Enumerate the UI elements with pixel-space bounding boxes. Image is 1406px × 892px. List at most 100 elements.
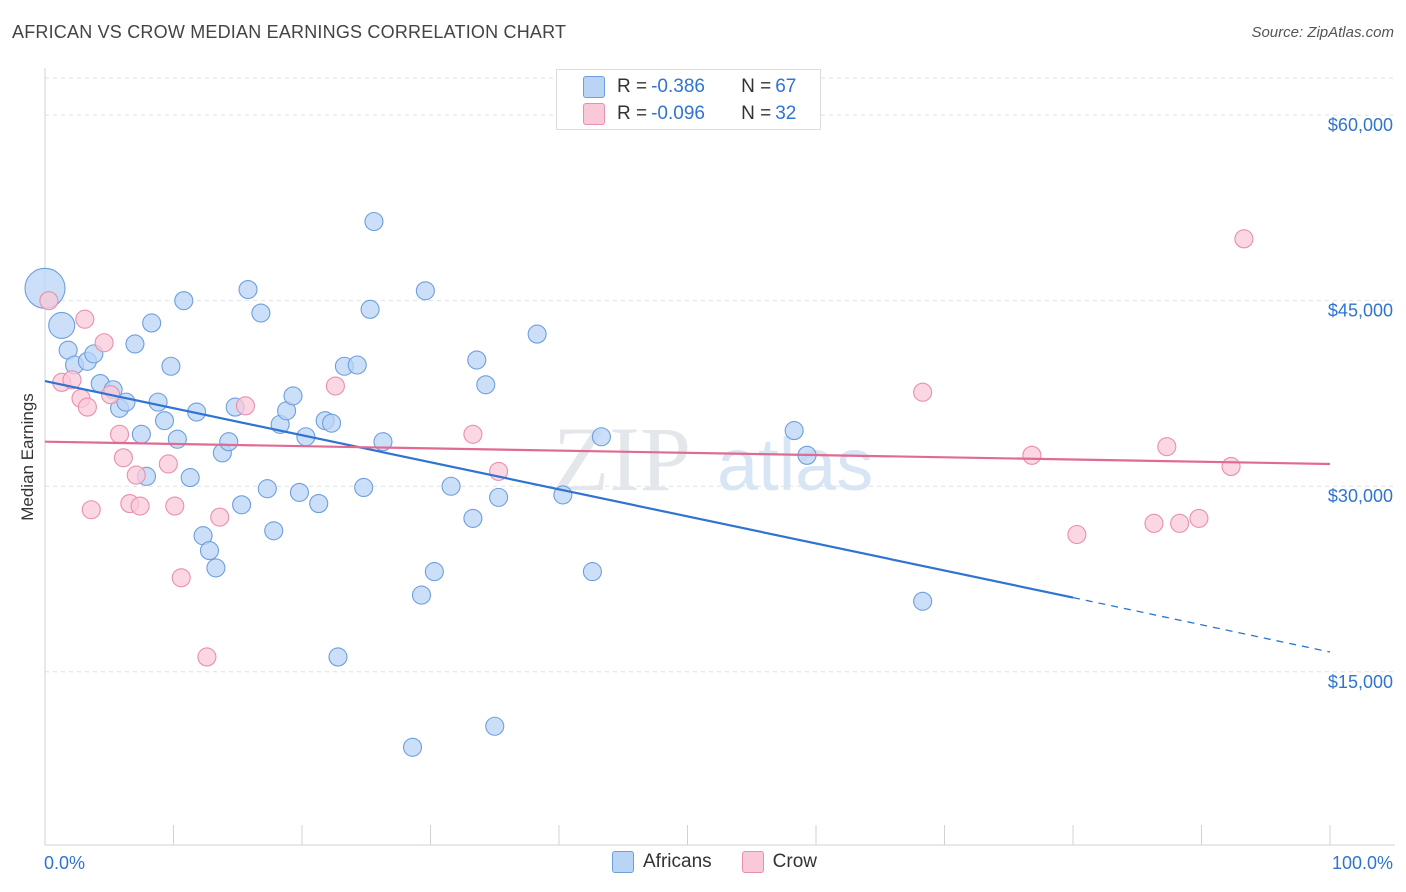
series-legend: Africans Crow	[612, 851, 817, 873]
african-point	[180, 468, 200, 488]
african-point	[415, 281, 435, 301]
african-point	[913, 591, 933, 611]
african-point	[402, 737, 423, 757]
watermark-zip: ZIP	[553, 408, 691, 510]
crow-point	[210, 507, 230, 527]
axis-layer: $15,000 $30,000 $45,000 $60,000 0.0% 100.0%	[44, 68, 1395, 873]
crow-point	[197, 647, 217, 667]
african-point	[784, 421, 804, 441]
y-tick-label: $60,000	[1328, 115, 1393, 135]
crow-point	[77, 397, 97, 417]
african-point	[131, 424, 151, 444]
legend-r-label: R =	[617, 103, 648, 124]
african-point	[206, 558, 226, 578]
crow-point	[113, 448, 133, 468]
african-point	[354, 477, 374, 498]
african-point	[489, 487, 509, 507]
x-tick-label: 0.0%	[44, 853, 85, 873]
crow-point	[158, 454, 178, 474]
legend-row-crow: R = -0.096 N = 32	[583, 103, 796, 125]
african-point	[154, 411, 175, 431]
african-point	[309, 494, 329, 514]
crow-point	[171, 568, 191, 588]
african-point	[161, 356, 181, 376]
african-point	[238, 279, 258, 300]
african-point	[364, 211, 384, 232]
african-point	[467, 350, 487, 370]
african-point	[485, 716, 505, 736]
crow-point	[75, 309, 95, 329]
african-point	[527, 324, 547, 344]
africans-swatch	[583, 76, 605, 98]
grid-layer	[45, 77, 1395, 673]
crow-point	[126, 465, 146, 485]
african-point	[347, 355, 367, 375]
y-tick-label: $15,000	[1328, 672, 1393, 692]
crow-point	[1221, 456, 1241, 476]
african-point	[251, 303, 271, 323]
african-point	[264, 521, 284, 541]
legend-item-africans[interactable]: Africans	[612, 851, 712, 873]
y-tick-label: $45,000	[1328, 301, 1393, 321]
african-point	[174, 291, 194, 311]
crow-point	[1022, 445, 1042, 465]
african-point	[360, 299, 380, 319]
crow-point	[1144, 513, 1164, 533]
african-point	[591, 427, 611, 447]
african-point	[424, 562, 444, 582]
crow-point	[1157, 437, 1177, 457]
african-point	[582, 562, 602, 582]
trend-layer	[44, 380, 1331, 653]
african-point	[199, 541, 220, 561]
african-point	[257, 479, 277, 499]
crow-point	[1170, 513, 1190, 533]
african-point	[441, 476, 461, 496]
african-point	[167, 429, 187, 449]
africans-trend-line	[44, 380, 1074, 599]
crow-legend-label: Crow	[772, 851, 817, 872]
legend-n-value: 32	[775, 103, 797, 124]
crow-point	[1189, 508, 1209, 528]
african-point	[232, 495, 252, 515]
african-point	[283, 386, 303, 406]
african-point	[125, 334, 145, 354]
african-point	[328, 647, 348, 667]
y-axis-label: Median Earnings	[18, 393, 37, 521]
africans-trend-extension	[1072, 596, 1331, 653]
african-point	[289, 482, 309, 502]
african-point	[476, 375, 496, 395]
legend-n-value: 67	[775, 76, 797, 97]
africans-legend-swatch	[612, 851, 634, 873]
crow-trend-line	[44, 440, 1331, 466]
legend-n-label: N =	[741, 76, 772, 97]
african-point	[322, 413, 342, 433]
legend-row-africans: R = -0.386 N = 67	[583, 76, 796, 98]
crow-point	[1234, 229, 1254, 249]
chart-title: AFRICAN VS CROW MEDIAN EARNINGS CORRELAT…	[12, 22, 567, 42]
x-tick-label: 100.0%	[1332, 853, 1393, 873]
crow-swatch	[583, 103, 605, 125]
legend-item-crow[interactable]: Crow	[741, 851, 817, 873]
crow-point	[165, 496, 185, 516]
african-point	[142, 313, 162, 333]
crow-point	[235, 396, 256, 416]
african-point	[411, 585, 432, 605]
crow-point	[1067, 524, 1087, 545]
african-point	[148, 392, 168, 412]
crow-point	[130, 496, 150, 516]
y-tick-label: $30,000	[1328, 486, 1393, 506]
correlation-legend: R = -0.386 N = 67 R = -0.096 N = 32	[556, 69, 821, 130]
legend-n-label: N =	[741, 103, 772, 124]
crow-point	[913, 382, 933, 402]
legend-r-value: -0.096	[651, 103, 705, 124]
crow-point	[94, 333, 114, 353]
african-point	[463, 508, 483, 528]
crow-point	[81, 500, 101, 520]
african-point	[219, 432, 239, 452]
africans-legend-label: Africans	[643, 851, 712, 872]
crow-legend-swatch	[741, 851, 764, 873]
african-point	[373, 432, 393, 452]
african-point	[48, 311, 76, 339]
crow-point	[39, 291, 59, 311]
